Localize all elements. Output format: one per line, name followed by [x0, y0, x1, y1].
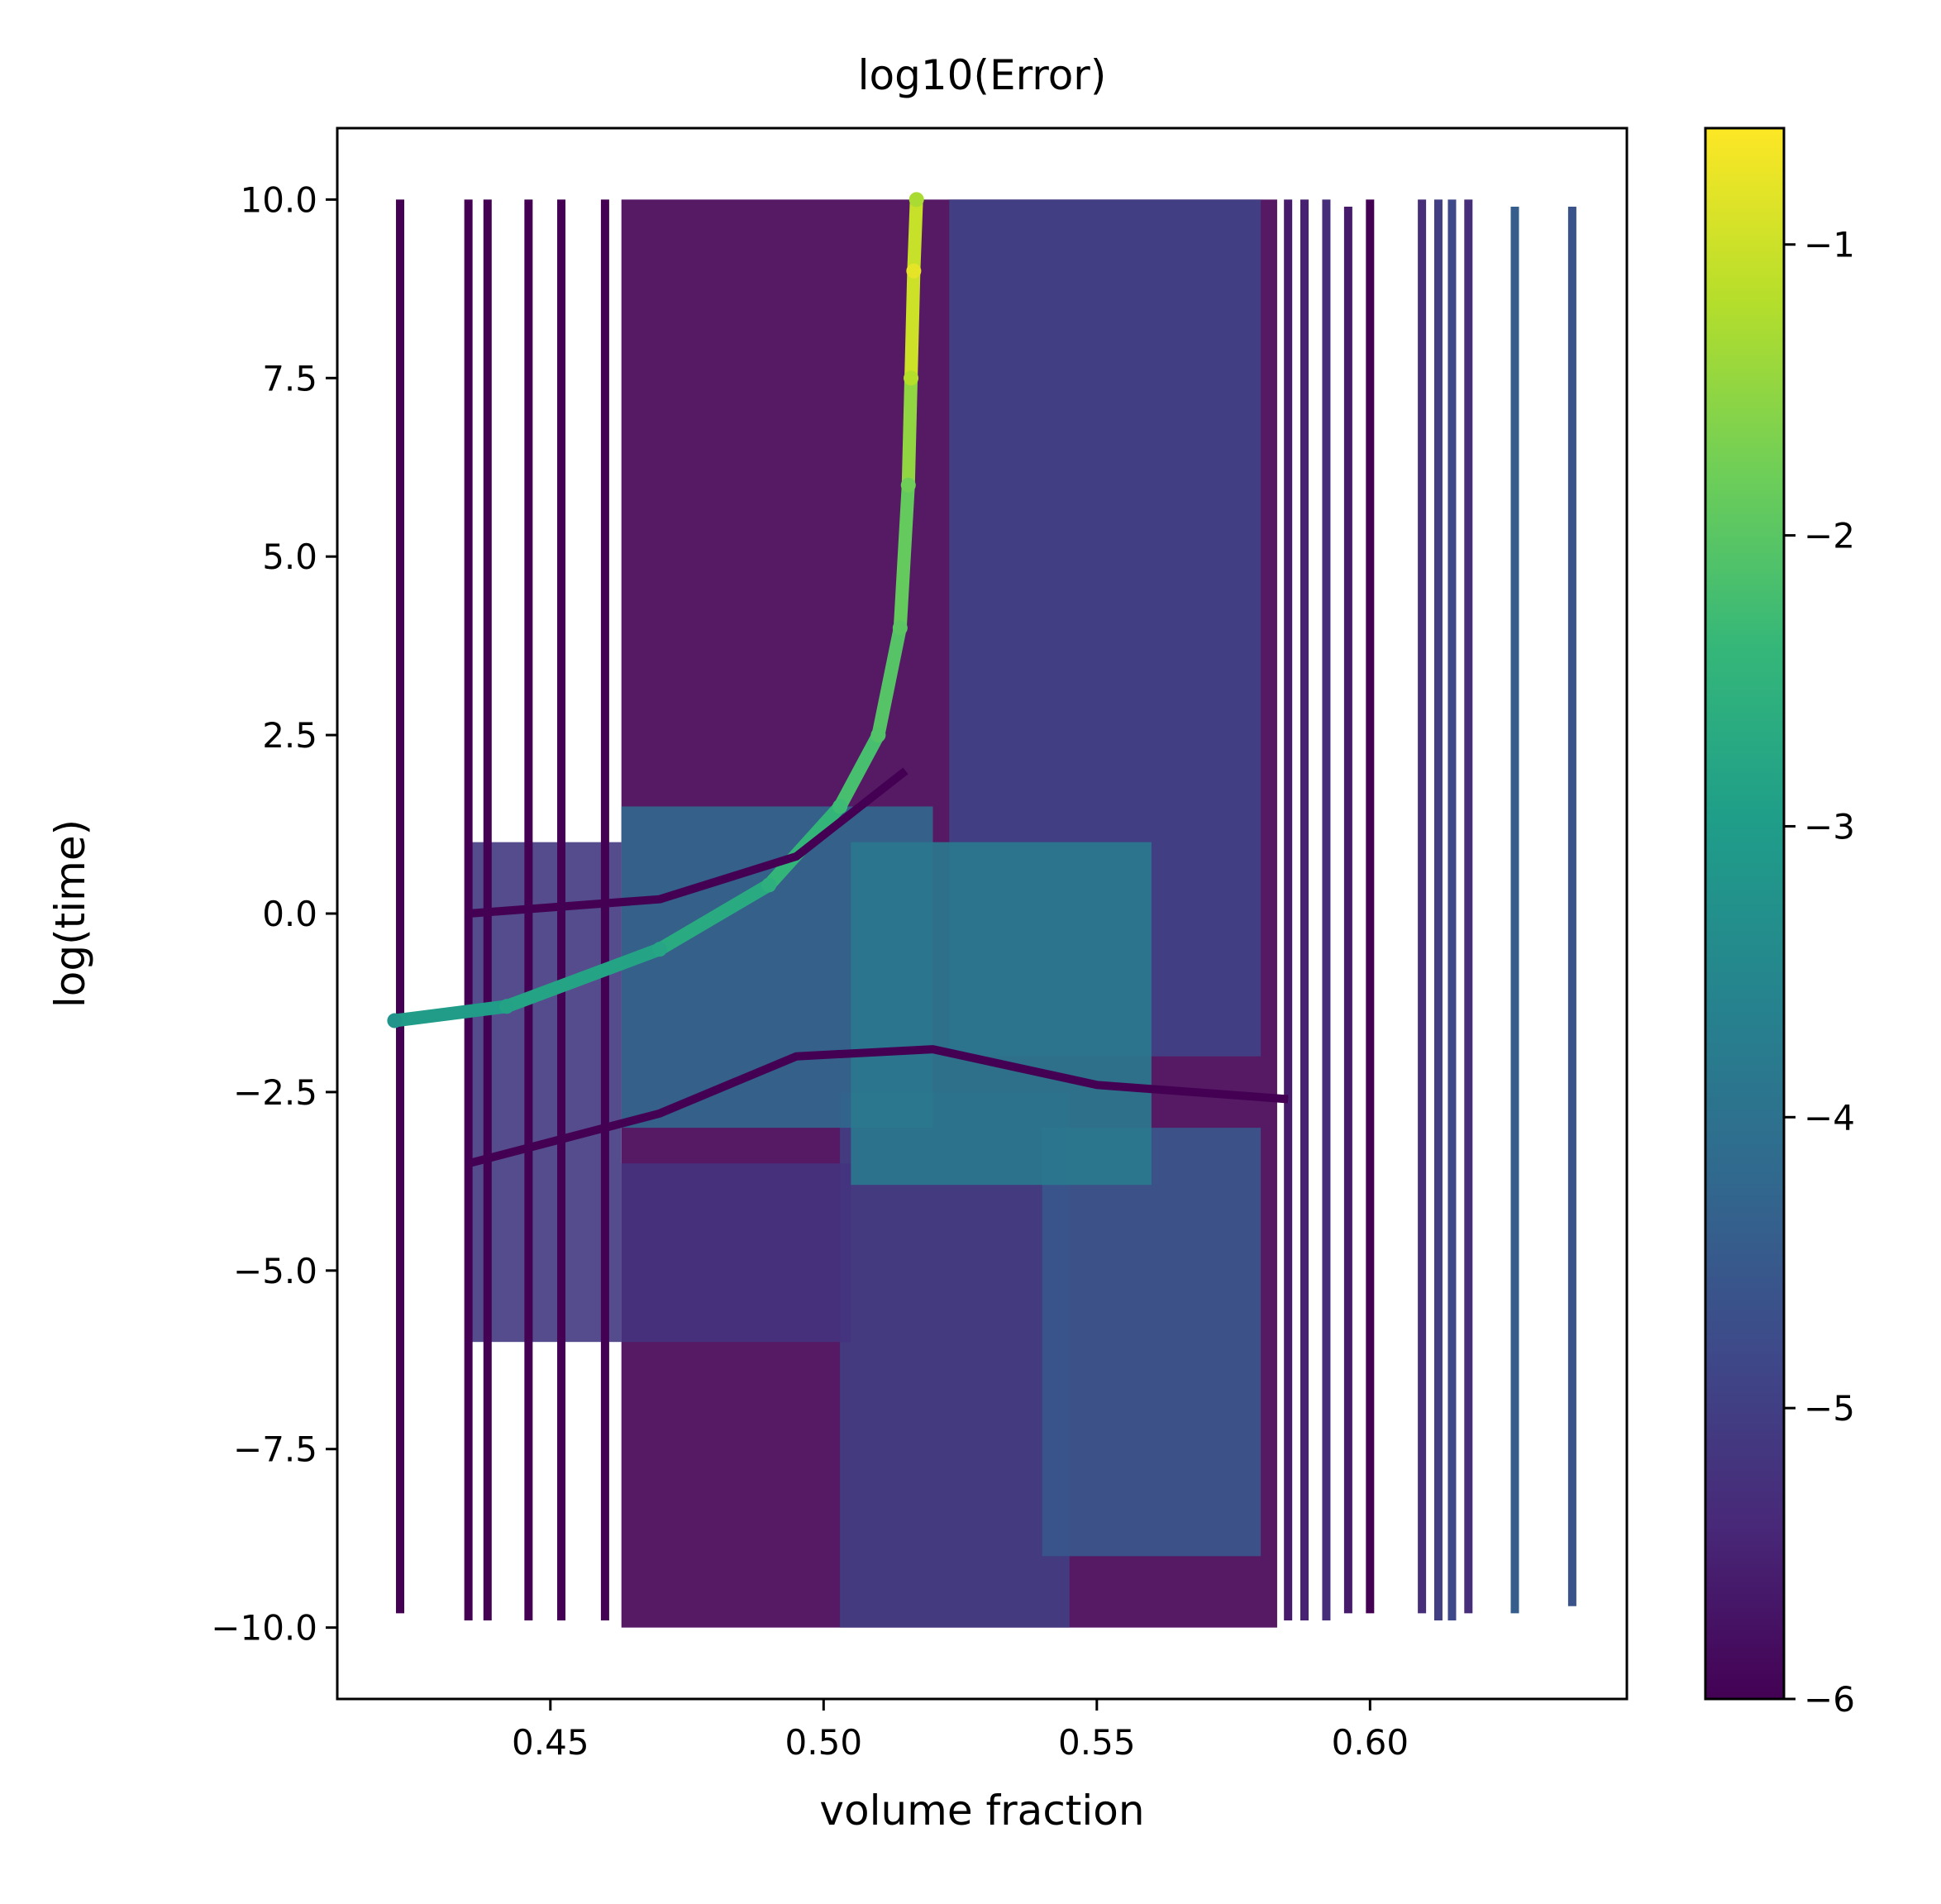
x-tick-label: 0.60: [1332, 1722, 1409, 1763]
x-axis-ticks: 0.45 0.50 0.55 0.60: [512, 1699, 1409, 1763]
scatter-column: [1567, 207, 1576, 1606]
y-tick-label: 7.5: [262, 358, 317, 398]
ridge-point: [904, 370, 919, 386]
scatter-column: [1418, 199, 1427, 1614]
y-tick-label: −10.0: [211, 1608, 317, 1649]
ridge-segment: [388, 1000, 513, 1028]
colorbar-tick-label: −3: [1804, 806, 1855, 847]
ridge-point: [870, 728, 886, 743]
y-tick-label: 0.0: [262, 894, 317, 934]
x-tick-label: 0.50: [785, 1722, 863, 1763]
x-axis-label: volume fraction: [819, 1787, 1144, 1835]
ridge-segment: [907, 193, 923, 278]
x-tick-label: 0.45: [512, 1722, 589, 1763]
ridge-segment: [901, 371, 918, 492]
colorbar-tick-label: −4: [1804, 1097, 1855, 1138]
scatter-column: [1300, 199, 1309, 1620]
ridge-segment: [904, 264, 921, 385]
ridge-point: [832, 799, 848, 814]
colorbar-ticks: −1 −2 −3 −4 −5 −6: [1784, 225, 1855, 1720]
density-region: [851, 842, 1152, 1186]
scatter-column: [1447, 199, 1457, 1620]
scatter-column: [1343, 207, 1352, 1614]
scatter-column: [600, 199, 609, 1620]
scatter-column: [1464, 199, 1473, 1614]
ridge-point: [761, 877, 777, 893]
colorbar: [1704, 126, 1786, 1701]
scatter-column: [396, 199, 405, 1614]
colorbar-tick-label: −5: [1804, 1388, 1855, 1429]
dark-band: [467, 1045, 1289, 1168]
scatter-column: [1433, 199, 1443, 1620]
chart-title: log10(Error): [858, 51, 1107, 99]
ridge-point: [387, 1013, 403, 1028]
y-tick-label: 5.0: [262, 537, 317, 577]
y-tick-label: −5.0: [233, 1251, 317, 1291]
y-axis-ticks: 10.0 7.5 5.0 2.5 0.0 −2.5 −5.0 −7.5 −10.0: [211, 179, 337, 1649]
y-tick-label: 2.5: [262, 715, 317, 756]
density-region: [1042, 1128, 1261, 1557]
ridge-segment: [653, 878, 776, 957]
density-regions: [468, 199, 1277, 1628]
ridge-segment: [893, 478, 915, 635]
dark-band: [468, 767, 909, 918]
ridge-point: [652, 942, 667, 957]
ridge-point: [900, 477, 916, 493]
dark-bands: [467, 767, 1289, 1168]
scatter-column: [1366, 199, 1375, 1614]
density-region: [621, 1163, 851, 1343]
scatter-column: [1510, 207, 1519, 1614]
y-tick-label: 10.0: [240, 179, 317, 220]
plot-area: [387, 192, 1576, 1628]
scatter-column: [1284, 199, 1293, 1620]
ridge-point: [892, 620, 908, 636]
ridge-point: [498, 999, 514, 1014]
colorbar-tick-label: −1: [1804, 225, 1855, 265]
ridge-segment: [499, 942, 666, 1014]
density-region: [468, 842, 622, 1343]
ridge-segment: [833, 728, 885, 814]
scatter-column: [1322, 199, 1331, 1620]
colorbar-tick-label: −2: [1804, 516, 1855, 556]
y-tick-label: −7.5: [233, 1429, 317, 1470]
ridge-point: [909, 192, 924, 208]
error-ridge: [387, 192, 924, 1028]
y-axis-label: log(time): [46, 819, 94, 1008]
y-tick-label: −2.5: [233, 1072, 317, 1113]
x-tick-label: 0.55: [1058, 1722, 1136, 1763]
ridge-segment: [871, 621, 907, 742]
ridge-point: [906, 263, 922, 279]
colorbar-tick-label: −6: [1804, 1679, 1855, 1720]
